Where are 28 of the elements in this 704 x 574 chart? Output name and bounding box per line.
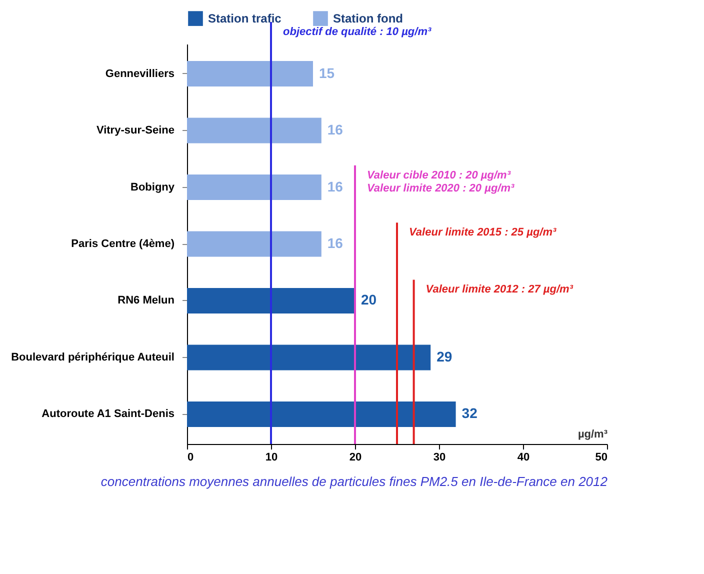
ref-line-label: Valeur limite 2012 : 27 µg/m³	[426, 284, 574, 296]
y-tick-label: Autoroute A1 Saint-Denis	[42, 408, 174, 420]
data-label: 16	[327, 122, 344, 138]
data-label: 16	[327, 235, 344, 251]
legend-label: Station fond	[333, 12, 403, 26]
x-axis-title: µg/m³	[578, 428, 608, 440]
x-tick-label: 50	[595, 452, 608, 464]
data-label: 29	[436, 348, 452, 364]
y-tick-label: Gennevilliers	[105, 68, 174, 80]
x-tick-label: 30	[433, 452, 446, 464]
data-label: 16	[327, 178, 344, 194]
text: concentrations moyennes annuelles de particules fines PM2.5 en Ile-de-France en 2012	[100, 474, 608, 489]
x-tick-label: 0	[188, 452, 194, 464]
data-label: 15	[319, 64, 335, 81]
y-tick-label: Paris Centre (4ème)	[71, 238, 175, 250]
x-tick-label: 40	[517, 452, 530, 464]
x-tick-label: 20	[349, 452, 362, 464]
x-tick-label: 10	[265, 452, 278, 464]
legend-label: Station trafic	[208, 12, 282, 26]
data-label: 32	[462, 405, 478, 422]
y-tick-label: Boulevard périphérique Auteuil	[11, 351, 174, 364]
ref-line-label: Valeur limite 2015 : 25 µg/m³	[409, 226, 556, 239]
y-tick-label: RN6 Melun	[118, 294, 175, 307]
ref-line-label: Valeur cible 2010 : 20 µg/m³ Valeur limite 2020 : 20 µg/m³	[367, 169, 514, 194]
ref-line-label: objectif de qualité : 10 µg/m³	[283, 26, 432, 38]
y-tick-label: Bobigny	[130, 181, 176, 194]
y-tick-label: Vitry-sur-Seine	[96, 124, 174, 137]
data-label: 20	[361, 292, 377, 308]
